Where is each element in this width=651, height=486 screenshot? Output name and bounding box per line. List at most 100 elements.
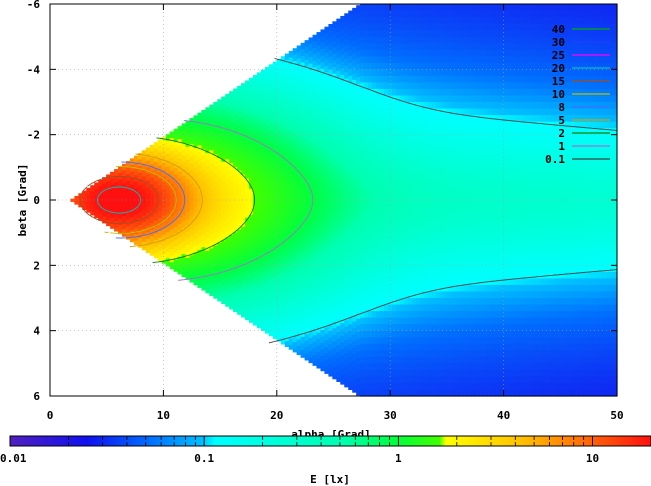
heatmap-cell — [252, 244, 258, 253]
heatmap-cell — [308, 233, 314, 241]
heatmap-cell — [530, 232, 536, 240]
heatmap-cell — [229, 267, 234, 275]
heatmap-cell — [439, 317, 445, 325]
heatmap-cell — [241, 181, 246, 189]
heatmap-cell — [344, 72, 349, 80]
heatmap-column — [495, 4, 500, 397]
heatmap-cell — [522, 382, 528, 391]
heatmap-cell — [522, 226, 528, 234]
heatmap-cell — [372, 147, 377, 155]
heatmap-cell — [356, 83, 361, 91]
heatmap-cell — [435, 167, 441, 175]
heatmap-cell — [376, 389, 381, 397]
heatmap-cell — [530, 10, 536, 18]
heatmap-cell — [316, 241, 322, 249]
heatmap-column — [491, 4, 496, 397]
heatmap-cell — [435, 324, 441, 332]
heatmap-cell — [471, 102, 476, 110]
heatmap-cell — [252, 323, 258, 326]
heatmap-cell — [70, 198, 75, 202]
heatmap-cell — [510, 95, 516, 103]
heatmap-cell — [443, 311, 449, 319]
heatmap-cell — [372, 245, 377, 253]
heatmap-cell — [348, 36, 353, 44]
heatmap-cell — [383, 291, 389, 299]
heatmap-cell — [407, 121, 413, 129]
heatmap-cell — [356, 227, 361, 235]
heatmap-cell — [312, 348, 318, 356]
heatmap-cell — [463, 278, 468, 286]
heatmap-cell — [114, 195, 119, 203]
heatmap-cell — [510, 337, 516, 345]
heatmap-cell — [110, 197, 115, 206]
heatmap-cell — [336, 221, 341, 229]
heatmap-cell — [284, 177, 290, 185]
heatmap-cell — [332, 132, 337, 140]
heatmap-cell — [415, 265, 421, 273]
heatmap-cell — [423, 10, 429, 18]
heatmap-cell — [455, 213, 460, 221]
heatmap-cell — [507, 226, 512, 234]
heatmap-cell — [344, 183, 349, 191]
heatmap-cell — [364, 343, 369, 351]
heatmap-cell — [467, 382, 472, 391]
heatmap-cell — [316, 103, 322, 112]
heatmap-cell — [272, 224, 278, 233]
heatmap-cell — [213, 193, 218, 201]
heatmap-cell — [308, 253, 314, 261]
heatmap-cell — [292, 191, 298, 200]
heatmap-cell — [451, 226, 457, 234]
heatmap-cell — [149, 164, 155, 172]
heatmap-cell — [344, 85, 349, 93]
heatmap-cell — [510, 82, 516, 90]
heatmap-cell — [471, 239, 476, 247]
heatmap-cell — [340, 349, 345, 357]
heatmap-cell — [399, 43, 405, 51]
heatmap-cell — [149, 177, 155, 185]
heatmap-cell — [387, 56, 393, 64]
heatmap-cell — [209, 267, 214, 276]
heatmap-cell — [288, 103, 294, 111]
heatmap-cell — [340, 368, 345, 376]
heatmap-cell — [145, 199, 151, 207]
heatmap-cell — [368, 43, 373, 51]
heatmap-cell — [526, 147, 532, 155]
heatmap-cell — [411, 173, 417, 181]
heatmap-cell — [514, 173, 520, 181]
heatmap-cell — [360, 232, 365, 240]
heatmap-cell — [439, 356, 445, 364]
heatmap-cell — [229, 91, 234, 99]
heatmap-cell — [403, 356, 409, 364]
heatmap-cell — [514, 258, 520, 266]
heatmap-cell — [161, 241, 167, 249]
heatmap-cell — [324, 105, 329, 113]
heatmap-cell — [467, 186, 472, 195]
heatmap-cell — [467, 219, 472, 227]
heatmap-cell — [475, 324, 480, 332]
heatmap-cell — [459, 17, 464, 25]
heatmap-cell — [487, 213, 492, 221]
heatmap-cell — [276, 189, 282, 197]
heatmap-cell — [284, 184, 290, 192]
heatmap-cell — [383, 219, 389, 227]
heatmap-cell — [360, 226, 365, 234]
heatmap-cell — [530, 17, 536, 25]
heatmap-cell — [260, 95, 266, 103]
heatmap-cell — [300, 343, 306, 351]
heatmap-cell — [133, 234, 139, 242]
heatmap-cell — [348, 128, 353, 136]
heatmap-cell — [530, 298, 536, 306]
heatmap-cell — [455, 95, 460, 103]
heatmap-cell — [471, 23, 476, 31]
heatmap-cell — [427, 252, 433, 260]
heatmap-cell — [98, 192, 103, 201]
heatmap-cell — [526, 330, 532, 338]
heatmap-cell — [201, 168, 206, 176]
heatmap-cell — [518, 356, 524, 364]
heatmap-cell — [510, 226, 516, 234]
heatmap-cell — [407, 141, 413, 149]
heatmap-cell — [300, 291, 306, 299]
heatmap-cell — [209, 130, 214, 138]
heatmap-cell — [328, 174, 333, 182]
heatmap-cell — [499, 154, 504, 162]
